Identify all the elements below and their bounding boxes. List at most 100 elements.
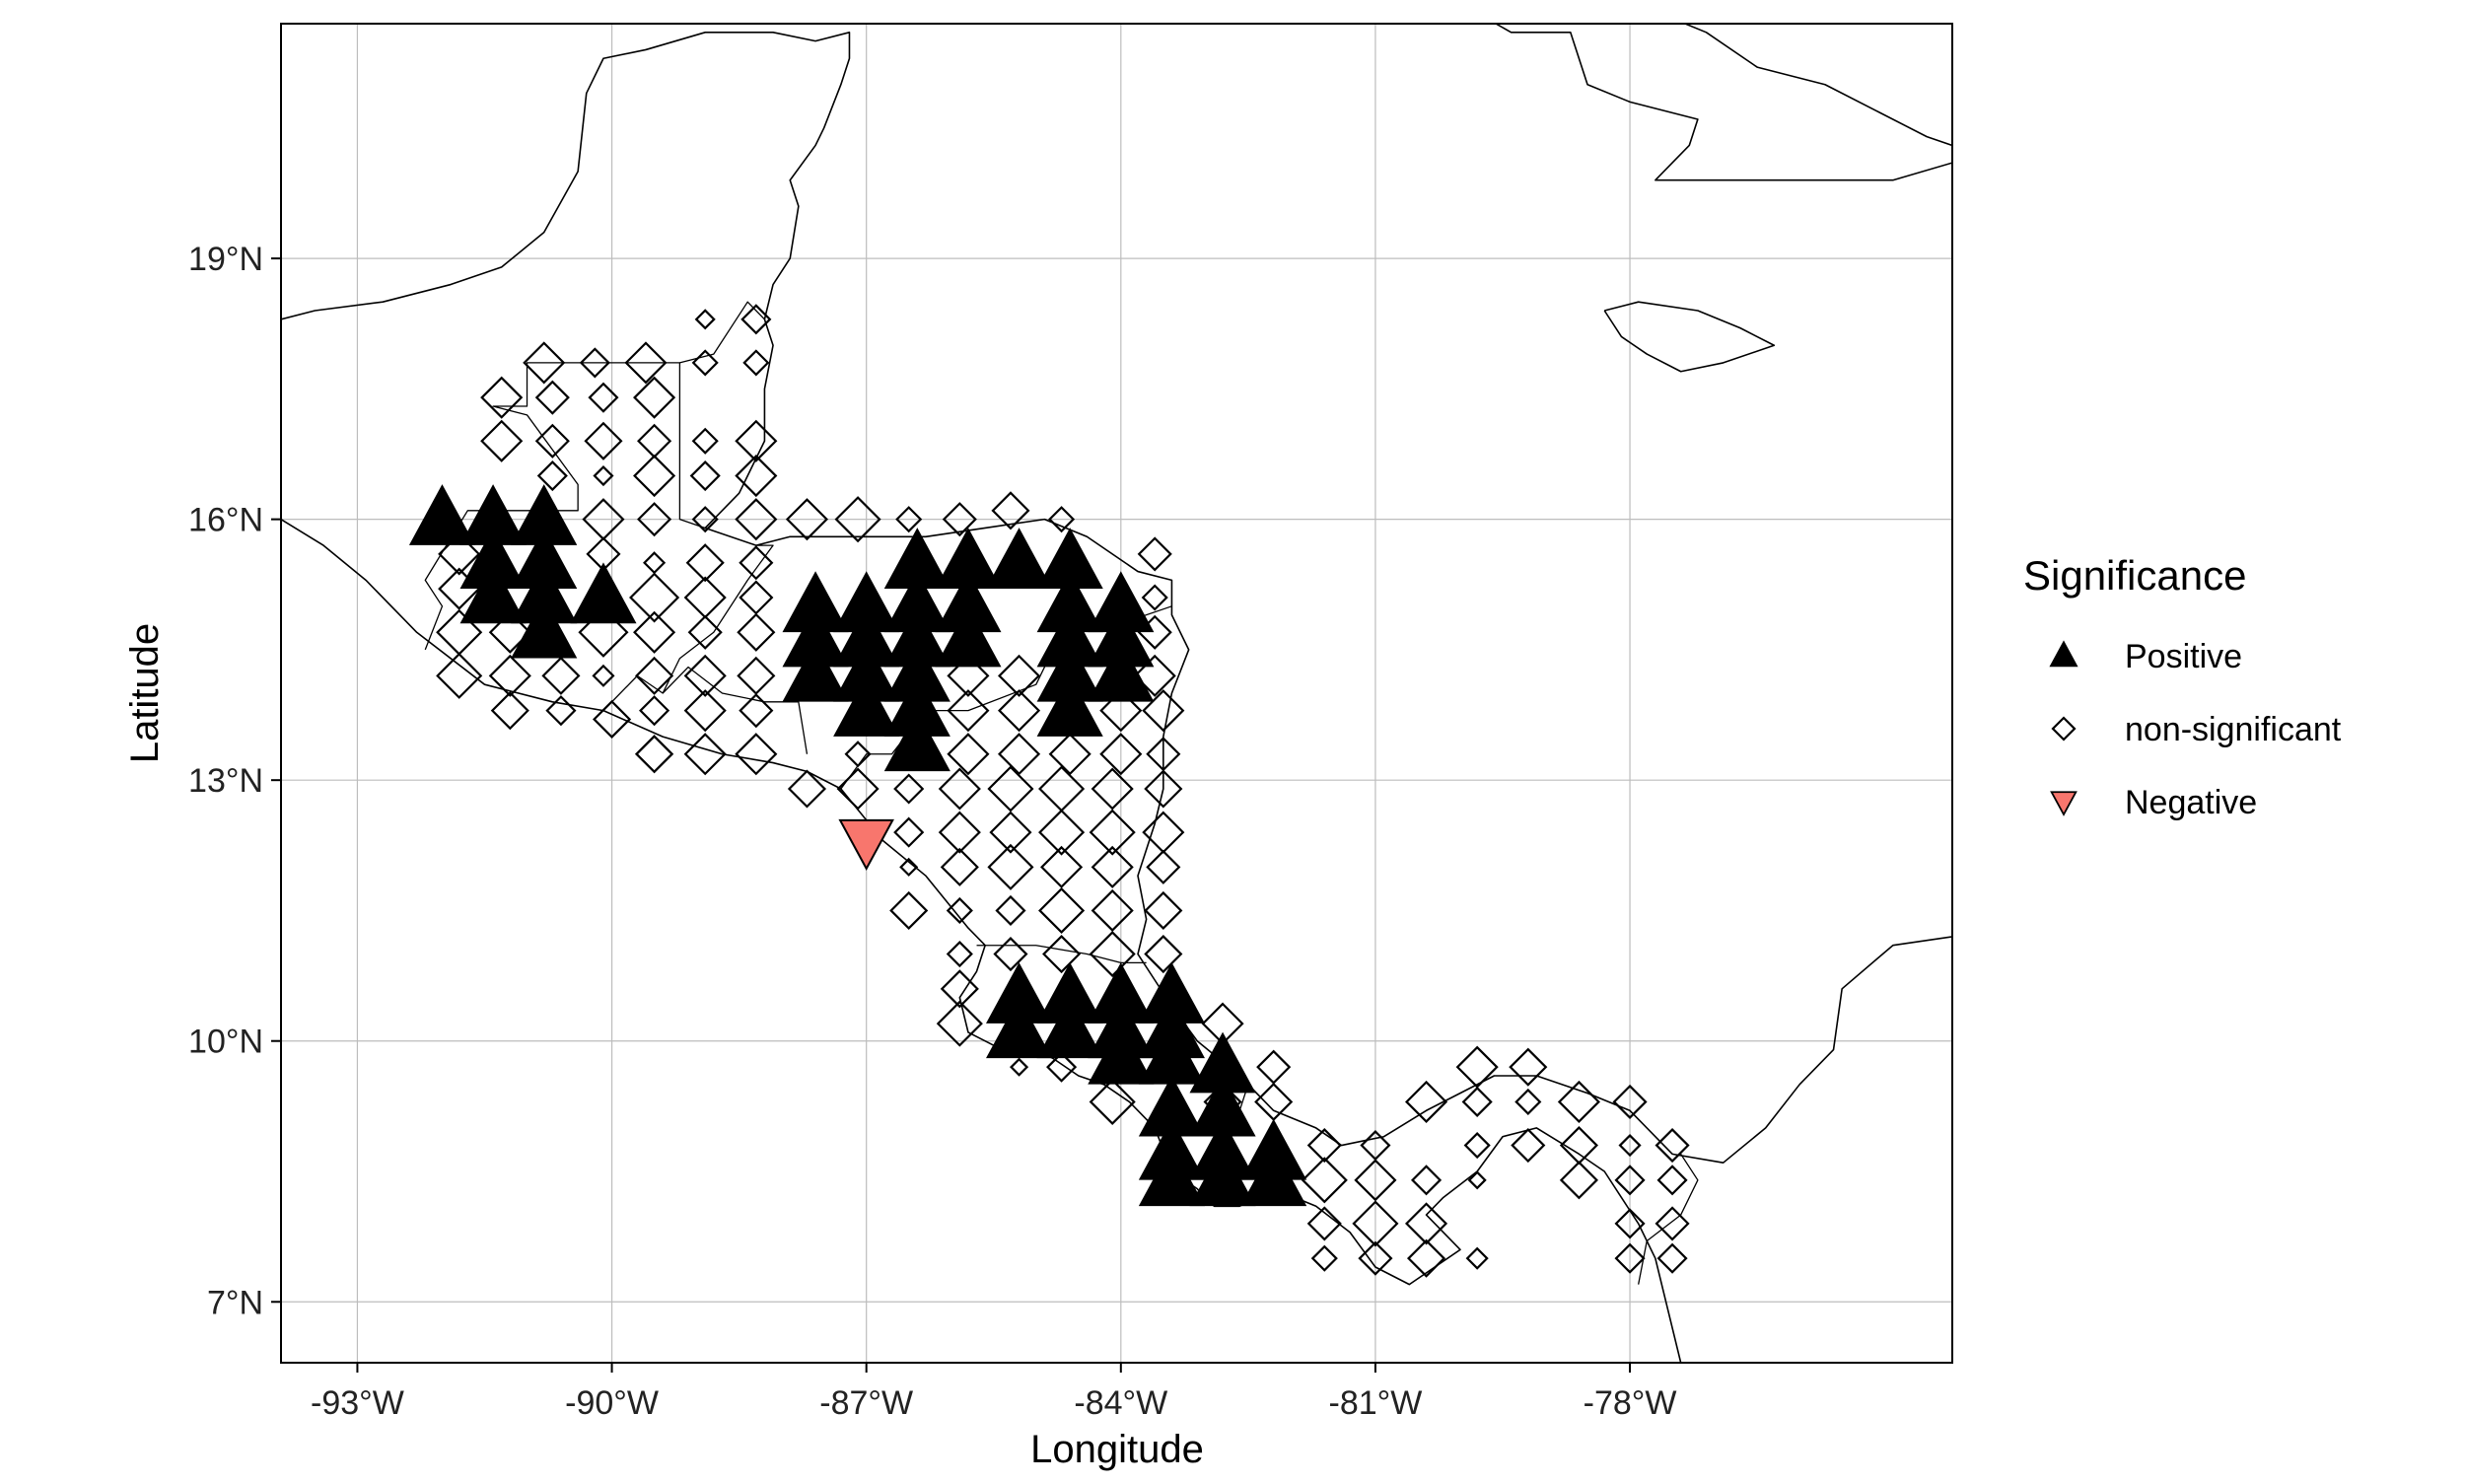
- positive-point-33: [883, 710, 951, 772]
- positive-point-32: [1036, 675, 1103, 737]
- nonsig-point-23: [637, 502, 672, 537]
- nonsig-point-150: [1656, 1242, 1688, 1274]
- nonsig-point-32: [438, 532, 481, 576]
- nonsig-point-59: [1133, 654, 1176, 697]
- nonsig-point-103: [1091, 888, 1134, 933]
- nonsig-point-1: [579, 347, 610, 379]
- nonsig-point-127: [1612, 1084, 1648, 1120]
- nonsig-point-17: [536, 459, 568, 492]
- nonsig-point-73: [844, 741, 872, 768]
- legend-key-nonsig: [2051, 716, 2077, 742]
- legend-key-negative: [2050, 791, 2078, 816]
- nonsig-point-47: [687, 614, 723, 650]
- x-tick-label-2: -87°W: [819, 1384, 913, 1422]
- nonsig-point-113: [1009, 1057, 1029, 1077]
- nonsig-point-97: [1091, 845, 1134, 888]
- x-tick-label-4: -81°W: [1329, 1384, 1423, 1422]
- nonsig-point-15: [691, 427, 719, 455]
- nonsig-point-95: [987, 843, 1034, 890]
- nonsig-point-85: [1091, 767, 1134, 811]
- nonsig-point-138: [1404, 1202, 1448, 1245]
- nonsig-point-86: [1144, 769, 1183, 809]
- nonsig-point-91: [1089, 809, 1136, 856]
- nonsig-point-96: [1040, 845, 1084, 888]
- coastline-2: [704, 318, 1952, 1164]
- nonsig-point-135: [1655, 1127, 1690, 1164]
- nonsig-point-35: [685, 543, 725, 583]
- nonsig-point-30: [991, 491, 1030, 530]
- nonsig-point-36: [739, 545, 774, 581]
- y-tick-label-1: 10°N: [188, 1024, 263, 1061]
- nonsig-point-118: [1256, 1049, 1292, 1085]
- nonsig-point-93: [899, 857, 919, 877]
- nonsig-point-54: [635, 656, 674, 695]
- nonsig-point-4: [740, 304, 772, 335]
- nonsig-point-12: [534, 423, 570, 459]
- nonsig-point-42: [1141, 584, 1168, 611]
- nonsig-point-147: [1614, 1208, 1646, 1239]
- positive-point-13: [935, 528, 1002, 589]
- nonsig-point-50: [436, 652, 483, 699]
- nonsig-point-148: [1655, 1206, 1690, 1241]
- positive-point-39: [1036, 997, 1103, 1059]
- nonsig-point-151: [635, 735, 674, 774]
- nonsig-point-55: [683, 654, 727, 697]
- nonsig-point-134: [1618, 1133, 1642, 1158]
- nonsig-point-100: [946, 896, 973, 925]
- nonsig-point-51: [488, 654, 531, 697]
- nonsig-point-125: [1514, 1088, 1542, 1116]
- nonsig-point-109: [1144, 934, 1183, 974]
- x-tick-label-0: -93°W: [311, 1384, 404, 1422]
- nonsig-point-88: [938, 811, 981, 854]
- nonsig-point-31: [1048, 506, 1076, 533]
- nonsig-point-89: [989, 811, 1032, 854]
- y-axis-label: Latitude: [123, 623, 167, 763]
- nonsig-point-61: [545, 695, 577, 727]
- nonsig-point-62: [593, 699, 632, 740]
- coastline-0: [281, 32, 851, 320]
- nonsig-point-5: [480, 376, 524, 419]
- nonsig-point-52: [541, 656, 581, 695]
- nonsig-point-77: [1099, 733, 1143, 776]
- nonsig-point-67: [997, 689, 1041, 733]
- nonsig-point-48: [737, 612, 776, 652]
- nonsig-point-108: [1089, 930, 1136, 978]
- positive-point-0: [408, 484, 476, 545]
- nonsig-point-65: [739, 693, 774, 729]
- nonsig-point-18: [593, 464, 614, 487]
- positive-point-22: [935, 605, 1002, 668]
- positive-point-7: [570, 562, 637, 624]
- positive-point-5: [459, 562, 527, 624]
- nonsig-point-8: [633, 376, 676, 419]
- nonsig-point-28: [895, 506, 923, 533]
- nonsig-point-46: [633, 610, 676, 654]
- nonsig-point-104: [1144, 890, 1183, 931]
- nonsig-point-11: [480, 419, 524, 462]
- coastline-4: [1603, 301, 1776, 373]
- x-tick-label-1: -90°W: [565, 1384, 659, 1422]
- data-points: [408, 304, 1690, 1278]
- nonsig-point-39: [629, 572, 680, 623]
- y-tick-label-0: 7°N: [207, 1284, 263, 1321]
- x-axis-label: Longitude: [1030, 1428, 1204, 1471]
- nonsig-point-6: [534, 380, 570, 415]
- nonsig-point-3: [694, 309, 716, 330]
- nonsig-point-9: [691, 349, 719, 377]
- nonsig-point-110: [940, 969, 979, 1009]
- nonsig-point-27: [834, 496, 881, 543]
- positive-point-29: [1088, 640, 1155, 702]
- x-tick-label-3: -84°W: [1074, 1384, 1167, 1422]
- nonsig-point-60: [490, 691, 529, 731]
- border-2: [662, 544, 774, 694]
- nonsig-point-68: [1099, 689, 1143, 733]
- legend-item-positive: Positive: [2049, 638, 2242, 675]
- positive-point-42: [1088, 1023, 1155, 1085]
- nonsig-point-130: [1410, 1165, 1443, 1196]
- nonsig-point-105: [946, 940, 973, 968]
- positive-point-16: [883, 528, 951, 589]
- nonsig-point-58: [997, 654, 1041, 697]
- nonsig-point-7: [588, 382, 619, 413]
- nonsig-point-119: [1306, 1127, 1342, 1164]
- nonsig-point-75: [997, 733, 1041, 776]
